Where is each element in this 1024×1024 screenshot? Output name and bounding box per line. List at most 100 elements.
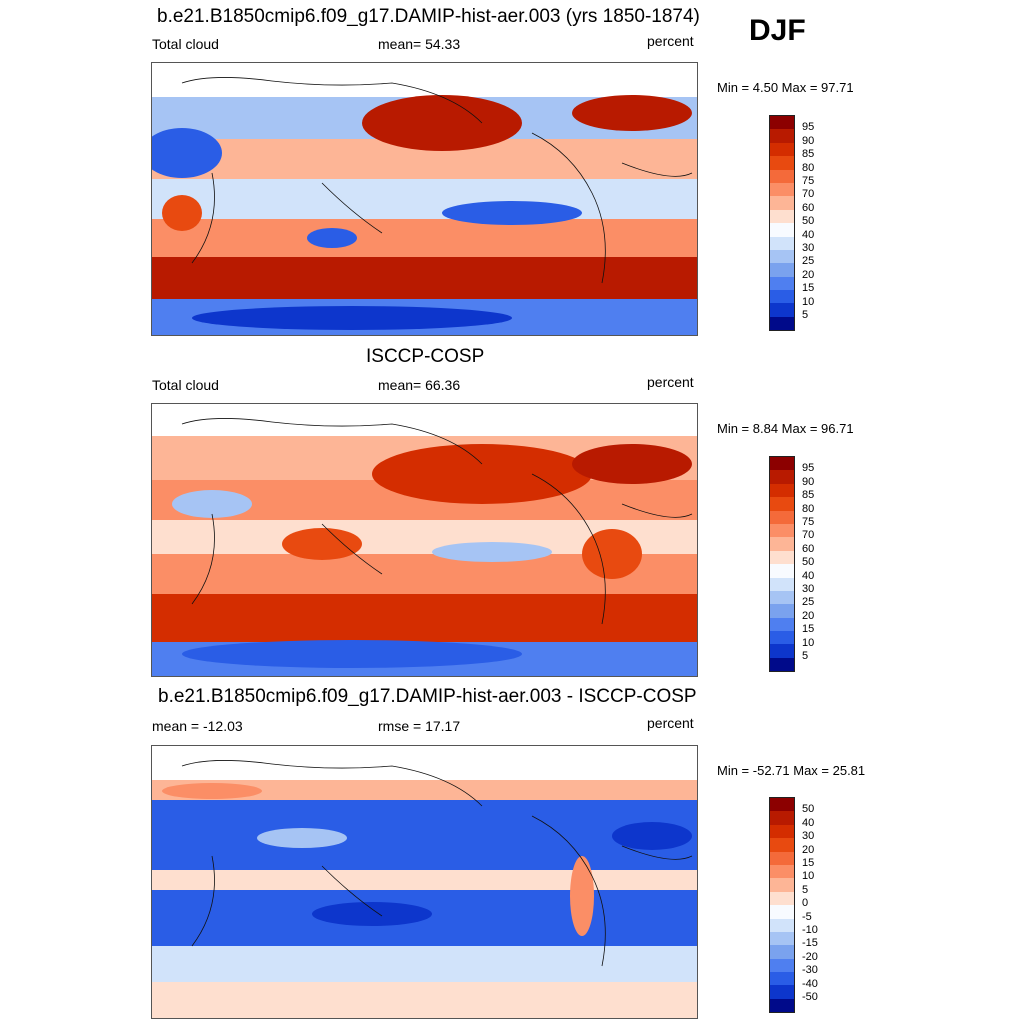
colorbar-tick-label: 20 xyxy=(802,609,815,622)
season-label: DJF xyxy=(749,14,806,47)
colorbar-swatch xyxy=(770,182,794,197)
colorbar-tick-label: 80 xyxy=(802,161,815,174)
colorbar-swatch xyxy=(770,958,794,973)
colorbar-tick-label: 40 xyxy=(802,228,815,241)
colorbar-swatch xyxy=(770,931,794,946)
colorbar-swatch xyxy=(770,824,794,839)
colorbar-swatch xyxy=(770,657,794,672)
panel-1-minmax: Min = 4.50 Max = 97.71 xyxy=(717,80,854,95)
panel-1-map xyxy=(151,62,698,336)
colorbar-tick-label: 40 xyxy=(802,569,815,582)
colorbar-swatch xyxy=(770,470,794,484)
colorbar-tick-label: -20 xyxy=(802,950,818,963)
panel-1-left-label: Total cloud xyxy=(152,36,219,52)
colorbar-swatch xyxy=(770,303,794,317)
colorbar-tick-label: 10 xyxy=(802,295,815,308)
panel-1-units-label: percent xyxy=(647,33,694,49)
colorbar-tick-label: 30 xyxy=(802,583,815,595)
colorbar-tick-label: -15 xyxy=(802,937,818,950)
colorbar-swatch xyxy=(770,129,794,143)
colorbar-swatch xyxy=(770,998,794,1013)
panel-2-left-label: Total cloud xyxy=(152,377,219,393)
colorbar-swatch xyxy=(770,811,794,825)
colorbar-swatch xyxy=(770,236,794,250)
colorbar-tick-label: 95 xyxy=(802,121,815,134)
panel-2-mean-label: mean= 66.36 xyxy=(378,377,461,393)
colorbar-tick-label: 80 xyxy=(802,502,815,515)
colorbar-swatch xyxy=(770,838,794,852)
colorbar-tick-label: 5 xyxy=(802,883,809,896)
colorbar-tick-label: -50 xyxy=(802,991,818,1003)
colorbar-tick-label: 75 xyxy=(802,175,815,187)
colorbar-swatch xyxy=(770,457,794,471)
panel-3-title: b.e21.B1850cmip6.f09_g17.DAMIP-hist-aer.… xyxy=(158,686,697,707)
panel-3-colorbar xyxy=(769,797,795,1014)
colorbar-tick-label: 20 xyxy=(802,843,815,856)
colorbar-tick-label: 85 xyxy=(802,148,815,161)
colorbar-swatch xyxy=(770,905,794,919)
colorbar-tick-label: 15 xyxy=(802,623,815,636)
colorbar-swatch xyxy=(770,864,794,879)
colorbar-tick-label: 15 xyxy=(802,282,815,295)
colorbar-tick-label: 50 xyxy=(802,803,815,816)
colorbar-tick-label: 70 xyxy=(802,529,815,542)
colorbar-swatch xyxy=(770,604,794,618)
colorbar-swatch xyxy=(770,483,794,498)
colorbar-tick-label: 40 xyxy=(802,816,815,829)
colorbar-tick-label: 5 xyxy=(802,650,809,662)
colorbar-swatch xyxy=(770,644,794,658)
colorbar-tick-label: 30 xyxy=(802,830,815,843)
panel-3-minmax: Min = -52.71 Max = 25.81 xyxy=(717,763,866,778)
colorbar-tick-label: 10 xyxy=(802,870,815,883)
colorbar-tick-label: 50 xyxy=(802,556,815,569)
colorbar-tick-label: 95 xyxy=(802,462,815,475)
colorbar-tick-label: 60 xyxy=(802,542,815,555)
colorbar-swatch xyxy=(770,550,794,565)
panel-1-title: b.e21.B1850cmip6.f09_g17.DAMIP-hist-aer.… xyxy=(157,6,700,27)
colorbar-tick-label: 25 xyxy=(802,255,815,268)
colorbar-tick-label: -30 xyxy=(802,964,818,977)
colorbar-swatch xyxy=(770,316,794,331)
colorbar-tick-label: -5 xyxy=(802,910,812,923)
colorbar-swatch xyxy=(770,290,794,304)
colorbar-swatch xyxy=(770,142,794,157)
colorbar-swatch xyxy=(770,156,794,170)
colorbar-swatch xyxy=(770,196,794,210)
colorbar-swatch xyxy=(770,564,794,578)
colorbar-swatch xyxy=(770,918,794,932)
colorbar-swatch xyxy=(770,263,794,277)
colorbar-tick-label: 5 xyxy=(802,309,809,321)
colorbar-swatch xyxy=(770,617,794,632)
colorbar-tick-label: 50 xyxy=(802,215,815,228)
colorbar-swatch xyxy=(770,537,794,551)
colorbar-tick-label: 10 xyxy=(802,636,815,649)
panel-2-colorbar xyxy=(769,456,795,673)
panel-3-rmse-label: rmse = 17.17 xyxy=(378,718,461,734)
colorbar-tick-label: 90 xyxy=(802,475,815,488)
colorbar-swatch xyxy=(770,798,794,812)
colorbar-swatch xyxy=(770,209,794,224)
colorbar-swatch xyxy=(770,985,794,999)
colorbar-swatch xyxy=(770,851,794,865)
panel-2-title: ISCCP-COSP xyxy=(366,346,485,367)
colorbar-swatch xyxy=(770,276,794,291)
colorbar-swatch xyxy=(770,891,794,906)
colorbar-swatch xyxy=(770,510,794,524)
colorbar-tick-label: 85 xyxy=(802,489,815,502)
panel-2-minmax: Min = 8.84 Max = 96.71 xyxy=(717,421,854,436)
colorbar-tick-label: 20 xyxy=(802,268,815,281)
panel-1-colorbar xyxy=(769,115,795,332)
colorbar-swatch xyxy=(770,878,794,892)
colorbar-tick-label: 75 xyxy=(802,516,815,528)
panel-3-map xyxy=(151,745,698,1019)
panel-3-left-label: mean = -12.03 xyxy=(152,718,243,734)
colorbar-tick-label: 70 xyxy=(802,188,815,201)
colorbar-swatch xyxy=(770,577,794,591)
colorbar-swatch xyxy=(770,631,794,645)
colorbar-swatch xyxy=(770,945,794,959)
panel-2-map xyxy=(151,403,698,677)
colorbar-tick-label: 25 xyxy=(802,596,815,609)
colorbar-tick-label: 15 xyxy=(802,857,815,869)
colorbar-swatch xyxy=(770,249,794,264)
colorbar-swatch xyxy=(770,116,794,130)
